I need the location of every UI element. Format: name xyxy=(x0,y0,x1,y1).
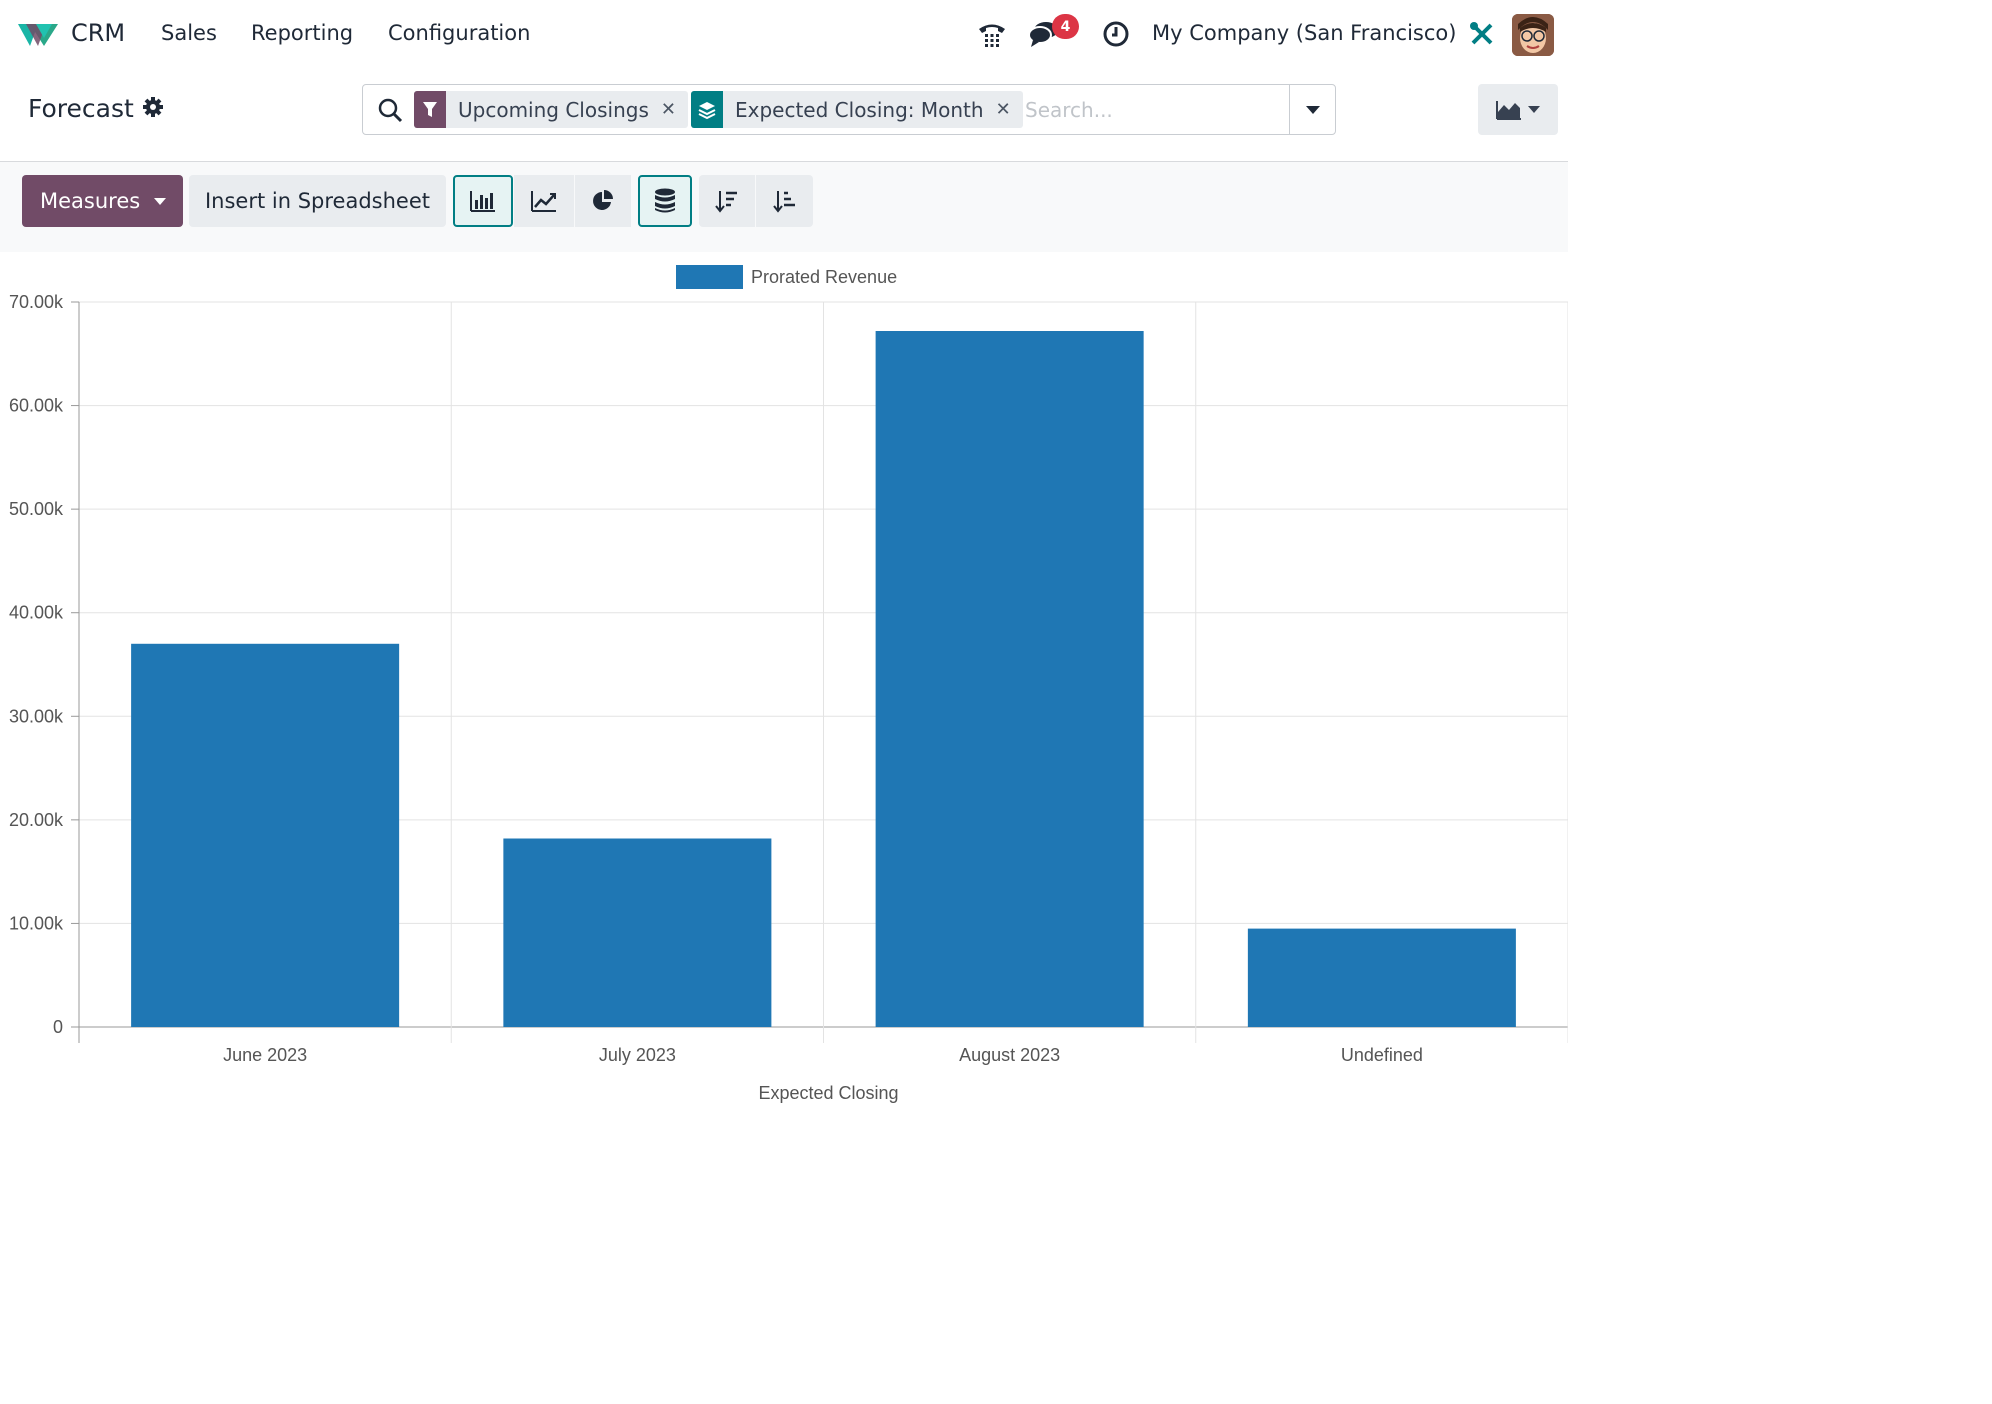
measures-label: Measures xyxy=(40,189,141,213)
facet-upcoming-closings[interactable]: Upcoming Closings ✕ xyxy=(414,91,688,128)
x-tick-label: Undefined xyxy=(1341,1045,1423,1065)
app-name[interactable]: CRM xyxy=(71,19,126,47)
phone-icon[interactable] xyxy=(976,18,1008,50)
top-navbar: CRM Sales Reporting Configuration 4 My C… xyxy=(0,0,1568,68)
graph-view: 0 10.00k 20.00k 30.00k 40.00k 50.00k 60.00k 70.… xyxy=(0,252,1569,1105)
control-panel: Forecast Upcoming Closings ✕ xyxy=(0,68,1568,162)
line-chart-icon xyxy=(531,191,556,212)
menu-sales[interactable]: Sales xyxy=(161,21,217,45)
caret-down-icon xyxy=(1528,106,1540,113)
legend-label: Prorated Revenue xyxy=(751,267,897,287)
search-bar[interactable]: Upcoming Closings ✕ Expected Closing: Mo… xyxy=(362,84,1336,135)
measures-button[interactable]: Measures xyxy=(22,175,183,227)
sort-descending-icon xyxy=(715,191,737,213)
bar-august-2023 xyxy=(875,331,1144,1027)
y-tick-label: 70.00k xyxy=(9,292,64,312)
bar-chart-icon xyxy=(470,191,495,212)
facet-label: Upcoming Closings xyxy=(458,97,649,122)
y-tick-label: 50.00k xyxy=(9,499,64,519)
sort-ascending-icon xyxy=(772,191,795,213)
bar-july-2023 xyxy=(503,838,772,1027)
y-tick-label: 20.00k xyxy=(9,810,64,830)
sort-ascending-button[interactable] xyxy=(756,175,813,227)
page-title: Forecast xyxy=(28,94,134,123)
database-stack-icon xyxy=(655,188,675,213)
crm-logo-icon[interactable] xyxy=(16,18,60,50)
menu-configuration[interactable]: Configuration xyxy=(388,21,531,45)
search-icon[interactable] xyxy=(377,97,403,123)
x-tick-label: June 2023 xyxy=(223,1045,307,1065)
filter-icon xyxy=(414,91,446,128)
user-avatar[interactable] xyxy=(1512,14,1554,56)
search-options-toggle[interactable] xyxy=(1289,85,1335,134)
bar-chart: 0 10.00k 20.00k 30.00k 40.00k 50.00k 60.00k 70.… xyxy=(9,265,1569,1103)
caret-down-icon xyxy=(154,197,167,205)
area-chart-icon xyxy=(1496,100,1521,120)
facet-expected-closing-month[interactable]: Expected Closing: Month ✕ xyxy=(691,91,1023,128)
insert-in-spreadsheet-button[interactable]: Insert in Spreadsheet xyxy=(189,175,446,227)
line-chart-button[interactable] xyxy=(514,175,574,227)
y-tick-label: 60.00k xyxy=(9,396,64,416)
x-axis-label: Expected Closing xyxy=(758,1083,898,1103)
activity-clock-icon[interactable] xyxy=(1100,18,1132,50)
group-by-layers-icon xyxy=(691,91,723,128)
debug-tools-icon[interactable] xyxy=(1466,18,1498,50)
bar-june-2023 xyxy=(131,643,400,1027)
gear-icon[interactable] xyxy=(142,96,164,118)
caret-down-icon xyxy=(1305,105,1320,114)
y-tick-label: 30.00k xyxy=(9,706,64,726)
stacked-toggle-button[interactable] xyxy=(638,175,692,227)
sort-descending-button[interactable] xyxy=(699,175,755,227)
remove-facet-icon[interactable]: ✕ xyxy=(660,99,676,120)
insert-label: Insert in Spreadsheet xyxy=(204,189,430,213)
y-tick-label: 0 xyxy=(53,1017,63,1037)
facet-label: Expected Closing: Month xyxy=(735,97,984,122)
bar-chart-button[interactable] xyxy=(453,175,513,227)
view-switcher-button[interactable] xyxy=(1478,84,1558,135)
bar-undefined xyxy=(1247,928,1516,1027)
messages-count-badge: 4 xyxy=(1052,14,1079,39)
x-tick-label: July 2023 xyxy=(599,1045,676,1065)
pie-chart-icon xyxy=(593,190,613,210)
menu-reporting[interactable]: Reporting xyxy=(251,21,354,45)
graph-toolbar: Measures Insert in Spreadsheet xyxy=(0,162,1568,252)
pie-chart-button[interactable] xyxy=(575,175,631,227)
search-input[interactable] xyxy=(1025,93,1285,127)
x-tick-label: August 2023 xyxy=(959,1045,1060,1065)
remove-facet-icon[interactable]: ✕ xyxy=(995,99,1011,120)
legend-swatch xyxy=(676,265,743,289)
y-tick-label: 40.00k xyxy=(9,603,64,623)
y-tick-label: 10.00k xyxy=(9,913,64,933)
company-switcher[interactable]: My Company (San Francisco) xyxy=(1152,21,1457,45)
